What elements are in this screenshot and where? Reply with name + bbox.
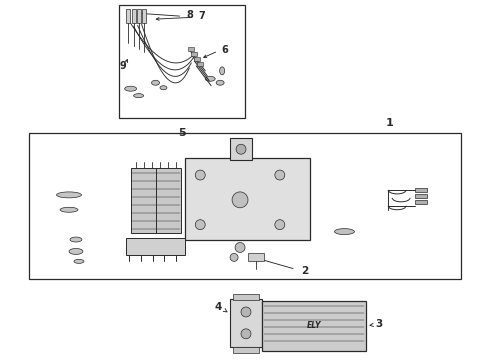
Ellipse shape xyxy=(151,80,159,85)
Bar xyxy=(191,52,197,56)
Ellipse shape xyxy=(74,260,84,264)
Ellipse shape xyxy=(60,207,78,212)
Bar xyxy=(262,301,367,351)
Bar xyxy=(125,9,130,23)
Bar xyxy=(188,47,195,51)
Bar xyxy=(119,5,245,118)
Ellipse shape xyxy=(124,86,137,91)
Ellipse shape xyxy=(70,237,82,242)
Text: 7: 7 xyxy=(198,11,205,21)
Bar xyxy=(137,9,141,23)
FancyBboxPatch shape xyxy=(125,238,185,255)
Bar xyxy=(415,200,427,204)
Bar xyxy=(195,57,200,61)
Circle shape xyxy=(232,192,248,208)
Bar xyxy=(131,168,156,233)
Bar xyxy=(415,188,427,192)
Circle shape xyxy=(230,253,238,261)
Bar xyxy=(132,9,136,23)
Bar xyxy=(230,138,252,160)
Bar xyxy=(155,168,181,233)
Ellipse shape xyxy=(160,86,167,90)
Circle shape xyxy=(241,329,251,339)
Ellipse shape xyxy=(56,192,81,198)
Text: 9: 9 xyxy=(120,61,126,71)
Bar xyxy=(185,158,310,239)
Text: 1: 1 xyxy=(385,118,393,129)
Text: 5: 5 xyxy=(178,129,186,138)
Text: 2: 2 xyxy=(301,266,308,276)
Bar xyxy=(142,9,146,23)
Text: 3: 3 xyxy=(375,319,383,329)
Bar xyxy=(29,133,461,279)
Bar xyxy=(197,62,203,66)
Ellipse shape xyxy=(205,76,215,81)
Bar xyxy=(248,253,264,261)
Bar xyxy=(233,294,259,300)
Text: 4: 4 xyxy=(215,302,222,312)
Circle shape xyxy=(235,243,245,252)
Circle shape xyxy=(236,144,246,154)
Circle shape xyxy=(196,220,205,230)
Circle shape xyxy=(275,220,285,230)
Circle shape xyxy=(275,170,285,180)
Bar xyxy=(230,299,262,347)
Ellipse shape xyxy=(134,94,144,98)
Ellipse shape xyxy=(69,248,83,255)
Ellipse shape xyxy=(220,67,224,75)
Text: ELY: ELY xyxy=(306,321,321,330)
Bar xyxy=(233,347,259,353)
Text: 8: 8 xyxy=(186,10,193,20)
Ellipse shape xyxy=(335,229,354,235)
Circle shape xyxy=(196,170,205,180)
Ellipse shape xyxy=(216,80,224,85)
Bar xyxy=(415,194,427,198)
Text: 6: 6 xyxy=(221,45,228,55)
Circle shape xyxy=(241,307,251,317)
